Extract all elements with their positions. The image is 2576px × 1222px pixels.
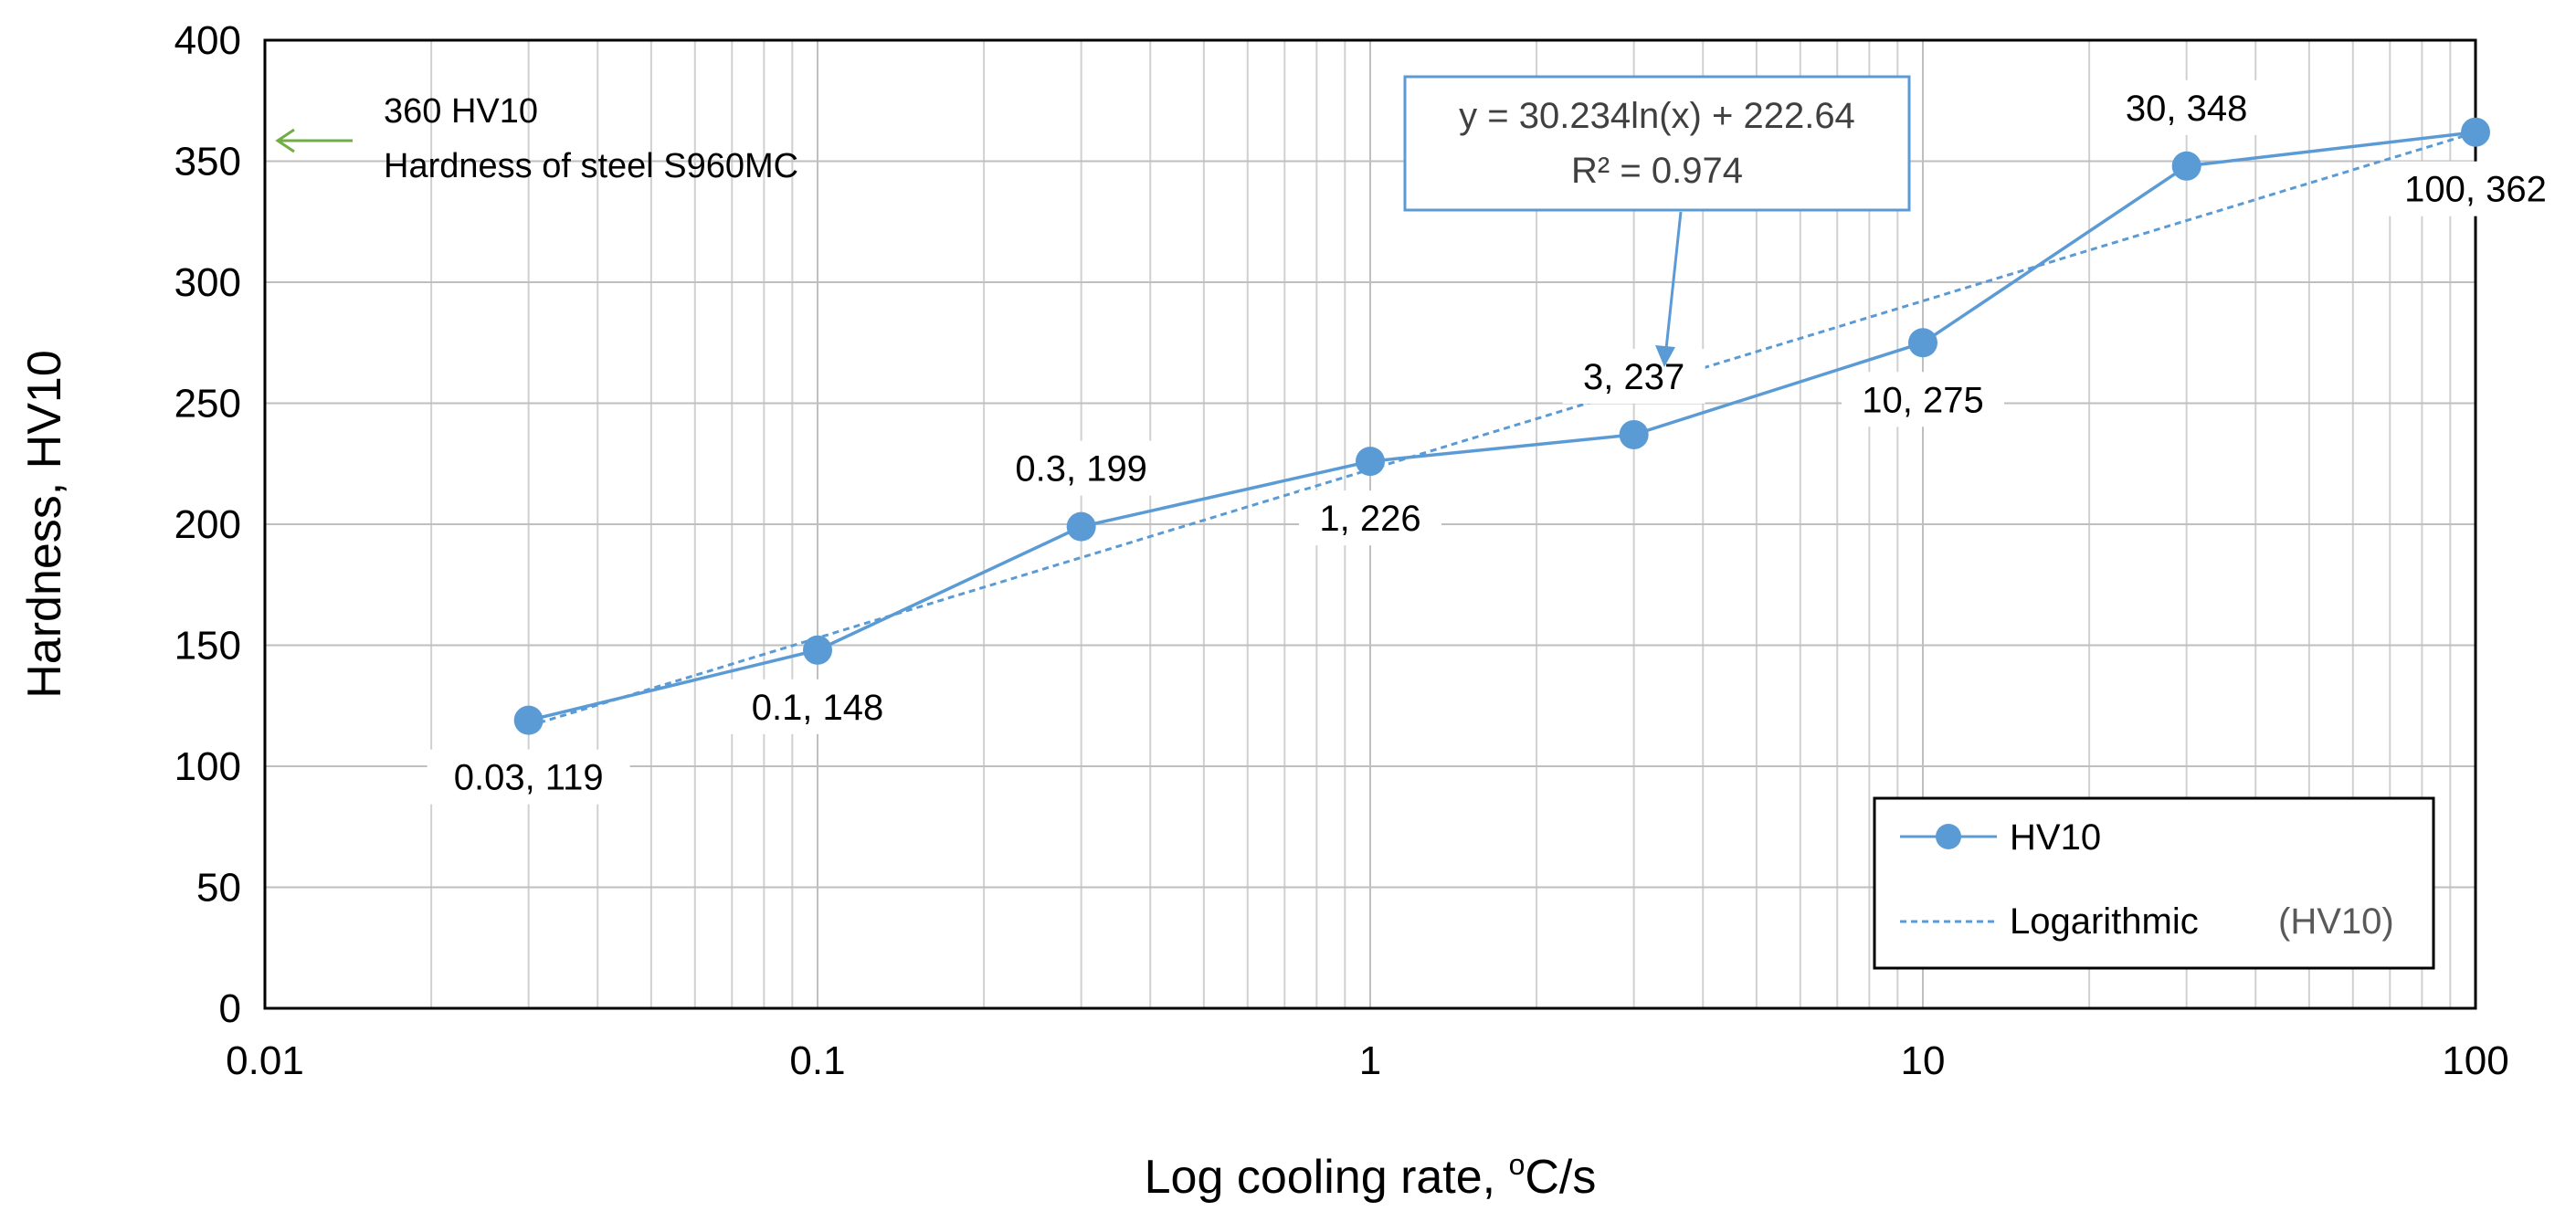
data-label: 0.03, 119	[454, 758, 604, 798]
legend-frame	[1873, 796, 2435, 970]
data-labels: 0.03, 119 0.1, 148 0.3, 199 1, 226 3, 237 10,…	[427, 79, 2567, 805]
data-label: 30, 348	[2126, 89, 2247, 129]
plot-frame	[263, 38, 2477, 1010]
data-label-background	[1299, 490, 1441, 546]
data-label: 0.3, 199	[1015, 449, 1147, 490]
y-tick-label: 400	[174, 18, 241, 63]
y-tick-label: 150	[174, 624, 241, 669]
y-tick-label: 250	[174, 382, 241, 427]
x-tick-label: 1	[1359, 1038, 1381, 1083]
legend-trend-ref: (HV10)	[2278, 901, 2394, 942]
hv10-data-point	[803, 635, 832, 665]
x-tick-label: 100	[2442, 1038, 2508, 1083]
data-label: 0.1, 148	[752, 688, 884, 728]
data-label: 100, 362	[2404, 170, 2547, 210]
annotation-line-2: Hardness of steel S960MC	[384, 147, 798, 185]
x-tick-label: 0.1	[789, 1038, 845, 1083]
annotation-arrow-head-icon	[275, 128, 295, 153]
hv10-data-point	[2461, 117, 2490, 147]
steel-hardness-annotation: 360 HV10 Hardness of steel S960MC	[275, 92, 798, 185]
data-label-background	[1562, 348, 1705, 404]
hv10-data-point	[1066, 511, 1096, 542]
equation-box-frame	[1403, 75, 1911, 212]
x-axis-title-suffix: C/s	[1525, 1151, 1596, 1204]
equation-pointer-line	[1664, 211, 1683, 350]
data-label: 3, 237	[1583, 357, 1684, 397]
x-tick-label: 0.01	[226, 1038, 304, 1083]
y-tick-label: 100	[174, 744, 241, 789]
hv10-data-point	[1908, 328, 1937, 358]
x-axis-ticks: 0.01 0.1 1 10 100	[226, 1038, 2509, 1083]
hv10-series-line	[528, 130, 2476, 722]
data-label: 10, 275	[1862, 380, 1983, 420]
hv10-data-point	[2171, 151, 2201, 181]
legend-hv10-marker-icon	[1936, 824, 1961, 849]
x-axis-title-prefix: Log cooling rate,	[1145, 1151, 1509, 1204]
legend-trend-label: Logarithmic	[2010, 901, 2199, 942]
data-label-background	[726, 679, 909, 734]
x-tick-label: 10	[1901, 1038, 1946, 1083]
y-tick-label: 0	[219, 986, 241, 1031]
y-axis-title: Hardness, HV10	[18, 350, 71, 699]
hv10-data-point	[1619, 419, 1649, 449]
trendline-r-squared: R² = 0.974	[1571, 151, 1743, 191]
hv10-data-point	[513, 705, 544, 735]
annotation-line-1: 360 HV10	[384, 92, 538, 131]
y-tick-label: 300	[174, 260, 241, 305]
data-label-background	[989, 440, 1173, 496]
y-tick-label: 350	[174, 140, 241, 184]
y-axis-ticks: 0 50 100 150 200 250 300 350 400	[174, 18, 241, 1031]
x-axis-title-superscript: o	[1509, 1148, 1526, 1181]
trendline-equation-box: y = 30.234ln(x) + 222.64 R² = 0.974	[1403, 75, 1911, 367]
equation-pointer-arrow-icon	[1655, 345, 1675, 367]
data-label: 1, 226	[1319, 499, 1420, 539]
x-axis-title: Log cooling rate, oC/s	[1145, 1148, 1597, 1204]
data-label-background	[2105, 79, 2268, 135]
legend-hv10-label: HV10	[2010, 817, 2101, 858]
data-label-background	[2384, 161, 2567, 216]
hv10-series	[513, 117, 2490, 735]
data-label-background	[427, 749, 630, 805]
legend: HV10 Logarithmic (HV10)	[1873, 796, 2435, 970]
data-label-background	[1842, 372, 2004, 427]
hv10-data-point	[1356, 447, 1385, 477]
trendline-equation: y = 30.234ln(x) + 222.64	[1459, 96, 1855, 136]
y-tick-label: 200	[174, 502, 241, 547]
y-tick-label: 50	[196, 866, 241, 911]
